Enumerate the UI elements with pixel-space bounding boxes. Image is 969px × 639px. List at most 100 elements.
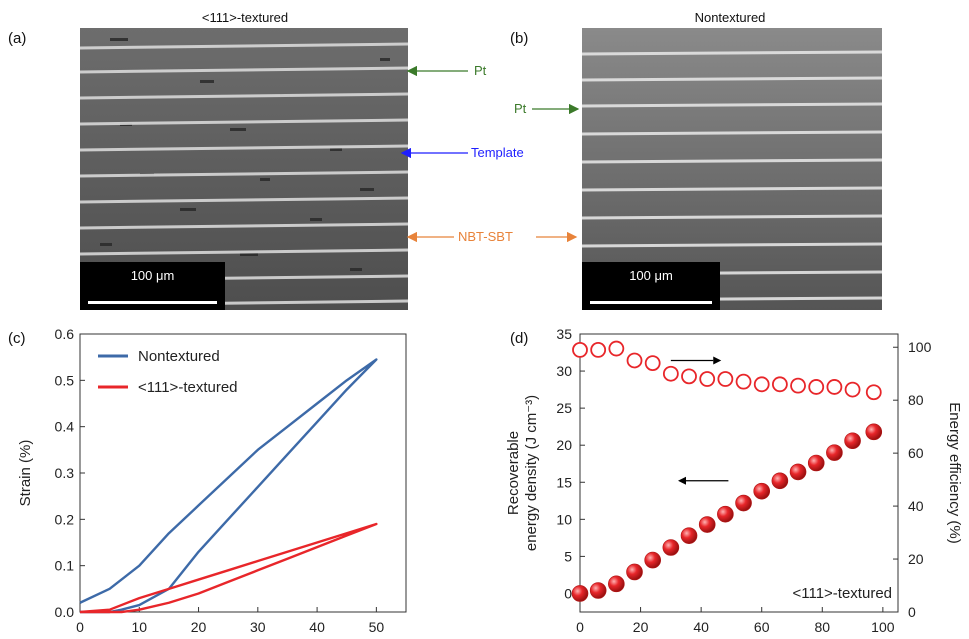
efficiency-point — [608, 340, 625, 357]
efficiency-point — [865, 384, 882, 401]
left-axis-arrowhead — [678, 476, 686, 485]
scale-bar-b: 100 μm — [582, 262, 720, 310]
y-tick-label: 5 — [564, 548, 572, 564]
energy-density-point — [589, 582, 607, 599]
panel-a-letter: (a) — [8, 30, 27, 47]
energy-density-point — [826, 444, 843, 461]
y2-tick-label: 80 — [908, 392, 924, 408]
energy-density-point — [771, 472, 789, 490]
legend-label-0: Nontextured — [138, 348, 220, 365]
x-tick-label: 10 — [131, 619, 147, 635]
energy-density-point — [735, 494, 752, 512]
y2-tick-label: 0 — [908, 604, 916, 620]
x-tick-label: 0 — [76, 619, 84, 635]
scale-bar-a-line — [88, 301, 217, 304]
efficiency-point — [844, 381, 861, 398]
y-tick-label: 0.5 — [55, 372, 75, 388]
x-tick-label: 50 — [369, 619, 385, 635]
scale-bar-b-line — [590, 301, 712, 304]
energy-density-point — [865, 423, 883, 441]
y-tick-label: 30 — [556, 363, 572, 379]
y-axis-label-line1: Recoverable — [505, 431, 522, 515]
pt-label-b: Pt — [514, 101, 527, 116]
panel-c-letter: (c) — [8, 330, 26, 347]
y-tick-label: 0.0 — [55, 604, 75, 620]
annotation-arrows — [400, 65, 580, 243]
pt-label-a: Pt — [474, 63, 487, 78]
y-tick-label: 0.6 — [55, 326, 75, 342]
right-axis-arrowhead — [713, 356, 722, 365]
strain-chart: 010203040500.00.10.20.30.40.50.6Electric… — [17, 326, 407, 635]
x-tick-label: 0 — [576, 619, 584, 635]
energy-density-point — [698, 516, 716, 533]
plot-frame — [579, 333, 899, 613]
y2-tick-label: 20 — [908, 551, 924, 567]
y2-tick-label: 40 — [908, 498, 924, 514]
energy-chart: 02040608010005101520253035020406080100El… — [505, 326, 963, 635]
scale-bar-a-label: 100 μm — [130, 268, 175, 283]
efficiency-point — [699, 371, 716, 387]
energy-density-point — [571, 585, 589, 602]
efficiency-point — [644, 355, 661, 372]
energy-density-point — [626, 563, 643, 581]
panel-d-letter: (d) — [510, 330, 529, 347]
x-tick-label: 30 — [250, 619, 266, 635]
energy-density-point — [644, 551, 661, 569]
template-label: Template — [471, 145, 524, 160]
efficiency-point — [753, 376, 770, 393]
efficiency-point — [790, 377, 806, 394]
efficiency-point — [826, 379, 843, 395]
y-tick-label: 25 — [556, 400, 572, 416]
y-tick-label: 0.1 — [55, 558, 75, 574]
efficiency-point — [717, 371, 734, 387]
y-tick-label: 0.4 — [55, 419, 75, 435]
y2-tick-label: 60 — [908, 445, 924, 461]
efficiency-point — [771, 376, 788, 393]
chart-annotation: <111>-textured — [792, 585, 892, 602]
energy-density-point — [807, 454, 825, 472]
sem-image-nontextured: 100 μm — [582, 28, 882, 310]
sem-image-textured: 100 μm — [80, 28, 408, 310]
efficiency-point — [662, 365, 679, 382]
y-tick-label: 0.3 — [55, 465, 75, 481]
plot-frame — [79, 333, 407, 613]
y-axis-label: Strain (%) — [17, 440, 34, 507]
y2-axis-label: Energy efficiency (%) — [946, 402, 963, 543]
x-tick-label: 60 — [754, 619, 770, 635]
x-tick-label: 40 — [693, 619, 709, 635]
x-tick-label: 80 — [814, 619, 830, 635]
y-tick-label: 0 — [564, 585, 572, 601]
efficiency-point — [808, 379, 825, 395]
y-tick-label: 20 — [556, 437, 572, 453]
y-axis-label-line2: energy density (J cm⁻³) — [523, 395, 540, 551]
scale-bar-a: 100 μm — [80, 262, 225, 310]
x-tick-label: 100 — [871, 619, 895, 635]
y-tick-label: 35 — [556, 326, 572, 342]
energy-density-point — [753, 482, 771, 500]
y-tick-label: 10 — [556, 511, 572, 527]
legend-label-1: <111>-textured — [138, 379, 238, 396]
panel-b-title: Nontextured — [694, 10, 766, 25]
x-tick-label: 40 — [309, 619, 325, 635]
energy-density-point — [680, 527, 698, 544]
energy-density-point — [717, 505, 734, 523]
x-tick-label: 20 — [191, 619, 207, 635]
x-tick-label: 20 — [633, 619, 649, 635]
energy-density-point — [789, 463, 807, 481]
energy-density-point — [662, 539, 680, 556]
y-tick-label: 0.2 — [55, 511, 75, 527]
panel-a-title: <111>-textured — [201, 10, 289, 25]
energy-density-point — [844, 432, 861, 450]
series-line-0 — [79, 358, 378, 614]
efficiency-point — [572, 341, 588, 358]
series-line-1 — [79, 522, 378, 614]
efficiency-point — [681, 368, 697, 385]
panel-b-letter: (b) — [510, 30, 529, 47]
efficiency-point — [590, 341, 607, 358]
efficiency-point — [735, 373, 752, 390]
nbt-sbt-label: NBT-SBT — [458, 229, 513, 244]
y-tick-label: 15 — [556, 474, 572, 490]
y2-tick-label: 100 — [908, 339, 932, 355]
scale-bar-b-label: 100 μm — [629, 268, 673, 283]
energy-density-point — [608, 575, 625, 593]
